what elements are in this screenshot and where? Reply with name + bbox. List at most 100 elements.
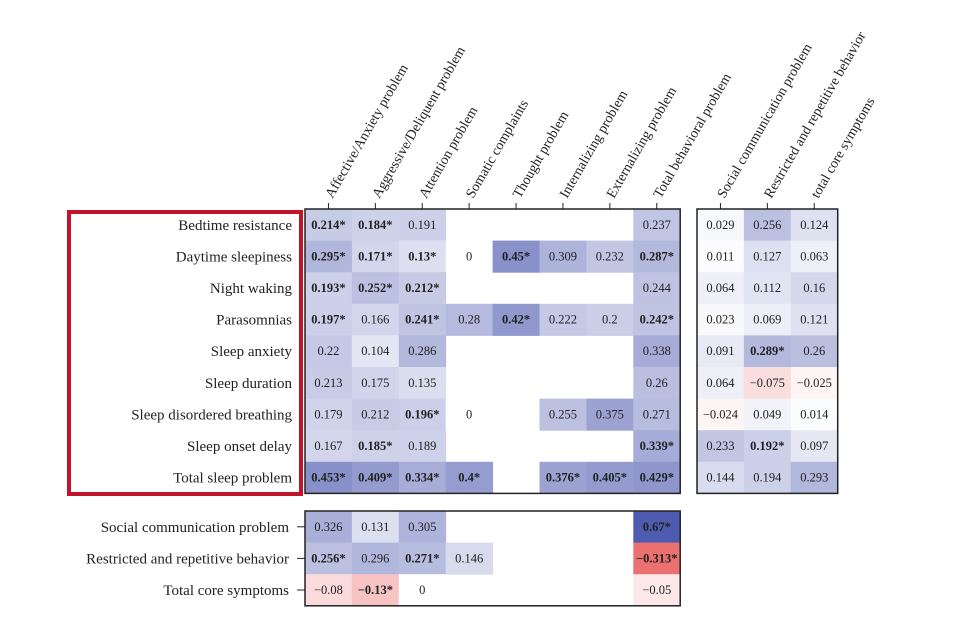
heatmap-cell (743, 367, 792, 400)
cell-label: 0.405* (593, 471, 627, 485)
cell-label: 0.185* (358, 439, 392, 453)
heatmap-cell (398, 209, 447, 242)
cell-label: 0.144 (706, 471, 735, 485)
cell-label: −0.313* (636, 551, 678, 565)
heatmap-cell (790, 335, 839, 368)
heatmap-cell (743, 272, 792, 305)
cell-label: 0.011 (707, 249, 735, 263)
heatmap-cell (790, 367, 839, 400)
cell-label: 0.014 (800, 407, 829, 421)
row-label: Sleep anxiety (211, 344, 293, 360)
cell-label: 0.167 (314, 439, 342, 453)
cell-label: −0.05 (642, 583, 671, 597)
heatmap-cell (398, 272, 447, 305)
heatmap-cell (790, 303, 839, 336)
cell-label: 0.232 (596, 249, 624, 263)
row-label: Total sleep problem (173, 471, 292, 487)
cell-label: −0.025 (797, 376, 832, 390)
heatmap-cell (586, 398, 634, 431)
heatmap-cell (305, 398, 353, 431)
heatmap-cell (697, 209, 745, 242)
heatmap-cell (697, 272, 745, 305)
cell-label: 0.193* (311, 281, 345, 295)
heatmap-cell (305, 574, 353, 607)
cell-label: 0.453* (311, 471, 345, 485)
cell-label: 0.286 (408, 344, 436, 358)
highlight-box (67, 210, 303, 496)
cell-label: 0.189 (408, 439, 436, 453)
heatmap-cell (633, 461, 681, 494)
cell-label: 0.171* (358, 249, 392, 263)
cell-label: 0.376* (546, 471, 580, 485)
heatmap-cell (633, 272, 681, 305)
cell-label: 0.375 (596, 407, 624, 421)
heatmap-cell (305, 430, 353, 463)
heatmap-cell (351, 272, 400, 305)
cell-label: 0.049 (753, 407, 781, 421)
cell-label: 0.222 (549, 313, 577, 327)
cell-label: 0.26 (646, 376, 668, 390)
cell-label: 0.184* (358, 218, 392, 232)
heatmap-cell (305, 272, 353, 305)
heatmap-cell (398, 574, 447, 607)
heatmap-cell (398, 511, 447, 544)
heatmap-cell (305, 511, 353, 544)
heatmap-cell (743, 303, 792, 336)
cell-label: 0 (466, 249, 472, 263)
cell-label: 0.339* (640, 439, 674, 453)
cell-label: 0.4* (458, 471, 480, 485)
row-label: Sleep disordered breathing (131, 407, 292, 423)
cell-label: 0.091 (706, 344, 734, 358)
heatmap-cell (633, 209, 681, 242)
cell-label: 0.287* (640, 249, 674, 263)
cell-label: 0.67* (643, 520, 671, 534)
heatmap-cell (790, 398, 839, 431)
cell-label: 0.2 (602, 313, 618, 327)
cell-label: 0.064 (706, 376, 735, 390)
heatmap-cell (743, 335, 792, 368)
cell-label: 0.192* (750, 439, 784, 453)
cell-label: 0.13* (408, 249, 436, 263)
heatmap-cell (351, 367, 400, 400)
cell-label: 0.214* (311, 218, 345, 232)
heatmap-cell (305, 542, 353, 575)
heatmap-cell (398, 335, 447, 368)
heatmap-cell (697, 398, 745, 431)
cell-label: 0.45* (502, 249, 530, 263)
cell-label: 0.256* (311, 551, 345, 565)
right-block: 0.029 0.256 0.124 0.011 0.127 0.063 0.064 0.112… (696, 208, 839, 495)
main-block: 0.214* 0.184* 0.191 0.237 0.295* 0.171* 0.13* 0… (304, 208, 681, 495)
heatmap-cell (633, 430, 681, 463)
cell-label: −0.024 (703, 407, 739, 421)
heatmap-cell (445, 542, 494, 575)
cell-label: 0.212* (405, 281, 439, 295)
heatmap-cell (351, 335, 400, 368)
heatmap-cell (697, 335, 745, 368)
cell-label: 0.255 (549, 407, 577, 421)
cell-label: 0.213 (314, 376, 342, 390)
bottom-block: 0.326 0.131 0.305 0.67* 0.256* 0.296 0.271* 0.1… (304, 510, 681, 607)
cell-label: 0.256 (753, 218, 781, 232)
heatmap-cell (790, 209, 839, 242)
cell-label: 0.28 (458, 313, 480, 327)
heatmap-cell (351, 398, 400, 431)
cell-label: 0.289* (750, 344, 784, 358)
heatmap-cell (586, 240, 634, 273)
cell-label: 0.127 (753, 249, 781, 263)
heatmap-cell (305, 240, 353, 273)
cell-label: −0.08 (314, 583, 343, 597)
row-label: Daytime sleepiness (176, 249, 292, 265)
heatmap-cell (351, 430, 400, 463)
heatmap-cell (305, 209, 353, 242)
cell-label: 0.191 (408, 218, 436, 232)
row-label: Parasomnias (216, 313, 292, 329)
cell-label: 0.194 (753, 471, 782, 485)
cell-label: 0.097 (800, 439, 828, 453)
heatmap-cell (790, 240, 839, 273)
heatmap-cell (586, 461, 634, 494)
heatmap-cell (398, 542, 447, 575)
column-header: Social communication problem (715, 41, 816, 201)
heatmap-cell (398, 240, 447, 273)
row-label: Bedtime resistance (178, 218, 292, 234)
cell-label: 0.334* (405, 471, 439, 485)
